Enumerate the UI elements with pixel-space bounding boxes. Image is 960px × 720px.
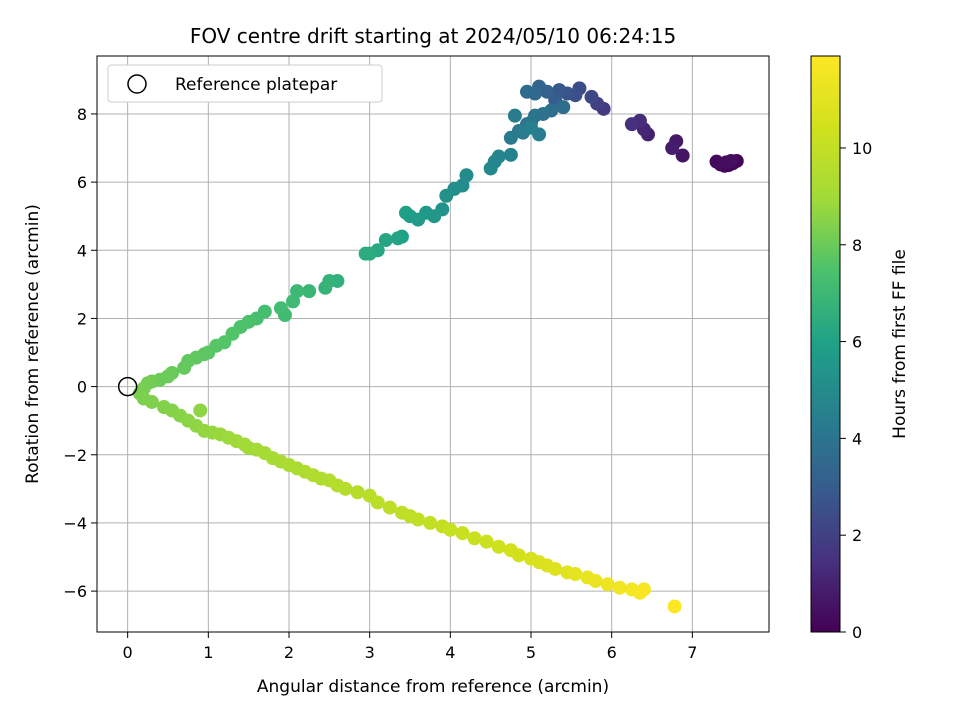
colorbar-tick-label: 10 bbox=[852, 139, 872, 158]
data-point bbox=[390, 231, 405, 246]
colorbar-tick-label: 6 bbox=[852, 333, 862, 352]
x-tick-label: 0 bbox=[123, 643, 133, 662]
colorbar-tick-label: 8 bbox=[852, 236, 862, 255]
data-point bbox=[302, 284, 317, 299]
legend-marker-icon bbox=[127, 74, 147, 94]
data-point bbox=[568, 567, 583, 582]
data-point bbox=[503, 130, 518, 145]
y-tick-label: −4 bbox=[63, 514, 87, 533]
data-point bbox=[556, 100, 571, 115]
data-point bbox=[524, 120, 539, 135]
data-points bbox=[132, 79, 744, 614]
colorbar: 0 2 4 6 8 10 Hours from first FF file bbox=[810, 55, 910, 642]
data-point bbox=[584, 89, 599, 104]
data-point bbox=[724, 153, 739, 168]
data-point bbox=[479, 534, 494, 549]
data-point bbox=[503, 147, 518, 162]
y-tick-label: 0 bbox=[77, 378, 87, 397]
x-tick-label: 3 bbox=[365, 643, 375, 662]
y-tick-label: −2 bbox=[63, 446, 87, 465]
data-point bbox=[600, 577, 615, 592]
reference-marker bbox=[117, 376, 138, 397]
data-point bbox=[667, 599, 682, 614]
data-point bbox=[358, 246, 373, 261]
x-tick-label: 7 bbox=[687, 643, 697, 662]
colorbar-tick-label: 2 bbox=[852, 526, 862, 545]
data-point bbox=[675, 148, 690, 163]
data-point bbox=[455, 526, 470, 541]
data-point bbox=[483, 161, 498, 176]
data-point bbox=[193, 403, 208, 418]
data-point bbox=[378, 233, 393, 248]
y-tick-label: 2 bbox=[77, 309, 87, 328]
plot-frame bbox=[96, 55, 770, 633]
x-tick-label: 6 bbox=[607, 643, 617, 662]
colorbar-tick-label: 0 bbox=[852, 623, 862, 642]
data-point bbox=[624, 117, 639, 132]
data-point bbox=[350, 485, 365, 500]
colorbar-gradient bbox=[810, 55, 841, 633]
x-tick-label: 5 bbox=[526, 643, 536, 662]
data-point bbox=[443, 522, 458, 537]
y-axis-ticks: −6 −4 −2 0 2 4 6 8 bbox=[63, 105, 97, 601]
data-point bbox=[318, 280, 333, 295]
x-axis-ticks: 0 1 2 3 4 5 6 7 bbox=[123, 632, 697, 662]
x-tick-label: 2 bbox=[284, 643, 294, 662]
x-axis-label: Angular distance from reference (arcmin) bbox=[257, 677, 609, 697]
data-point bbox=[273, 301, 288, 316]
data-point bbox=[467, 531, 482, 546]
data-point bbox=[636, 582, 651, 597]
legend-entry-label: Reference platepar bbox=[175, 75, 337, 95]
y-tick-label: 6 bbox=[77, 173, 87, 192]
x-tick-label: 4 bbox=[445, 643, 455, 662]
data-point bbox=[382, 500, 397, 515]
data-point bbox=[507, 108, 522, 123]
plot-area: 0 1 2 3 4 5 6 7 −6 −4 −2 0 2 4 6 8 bbox=[63, 55, 770, 662]
data-point bbox=[423, 515, 438, 530]
colorbar-label: Hours from first FF file bbox=[890, 249, 910, 439]
legend: Reference platepar bbox=[107, 64, 383, 103]
data-point bbox=[612, 580, 627, 595]
colorbar-tick-label: 4 bbox=[852, 429, 862, 448]
data-point bbox=[286, 294, 301, 309]
chart-title: FOV centre drift starting at 2024/05/10 … bbox=[190, 24, 676, 48]
data-point bbox=[588, 573, 603, 588]
data-point bbox=[519, 84, 534, 99]
data-point bbox=[338, 481, 353, 496]
data-point bbox=[370, 495, 385, 510]
data-point bbox=[491, 539, 506, 554]
data-point bbox=[511, 548, 526, 563]
data-point bbox=[177, 360, 192, 375]
data-point bbox=[144, 394, 159, 409]
y-tick-label: 4 bbox=[77, 241, 87, 260]
y-tick-label: −6 bbox=[63, 582, 87, 601]
data-point bbox=[548, 561, 563, 576]
y-tick-label: 8 bbox=[77, 105, 87, 124]
x-tick-label: 1 bbox=[203, 643, 213, 662]
y-axis-label: Rotation from reference (arcmin) bbox=[23, 204, 43, 484]
plot-background bbox=[97, 56, 769, 632]
data-point bbox=[411, 512, 426, 527]
data-point bbox=[398, 205, 413, 220]
data-point bbox=[439, 188, 454, 203]
legend-box bbox=[107, 64, 383, 103]
colorbar-ticks: 0 2 4 6 8 10 bbox=[840, 139, 872, 642]
data-point bbox=[665, 141, 680, 156]
